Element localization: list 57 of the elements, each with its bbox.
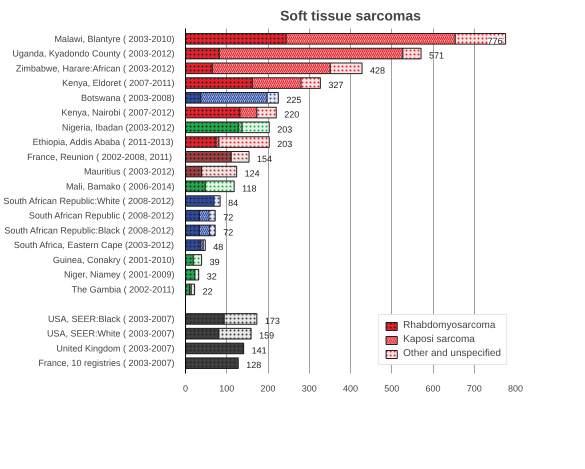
legend-label: Kaposi sarcoma [403, 334, 475, 345]
y-tick-label: South Africa, Eastern Cape (2003-2012) [14, 240, 174, 250]
y-tick-label: Niger, Niamey ( 2001-2009) [64, 270, 175, 280]
y-tick-label: Kenya, Eldoret ( 2007-2011) [62, 78, 175, 88]
y-tick-label: Mali, Bamako ( 2006-2014) [66, 181, 175, 192]
total-label: 159 [259, 330, 274, 341]
total-label: 173 [264, 316, 280, 326]
total-label: 203 [277, 124, 292, 134]
legend-label: Other and unspecified [403, 348, 501, 359]
total-label: 571 [429, 50, 444, 61]
chart-title: Soft tissue sarcomas [280, 8, 422, 24]
total-label: 48 [213, 242, 224, 252]
y-tick-label: USA, SEER:Black ( 2003-2007) [48, 314, 175, 324]
y-tick-label: Mauritius ( 2003-2012) [84, 166, 175, 177]
total-label: 220 [284, 110, 300, 120]
y-tick-label: South African Republic:Black ( 2008-2012) [4, 225, 174, 236]
total-label: 72 [223, 212, 234, 223]
total-label: 118 [242, 183, 257, 194]
total-label: 128 [246, 360, 262, 370]
total-label: 327 [328, 80, 344, 90]
y-tick-label: South African Republic:White ( 2008-2012) [3, 196, 174, 206]
x-tick-label: 600 [425, 384, 441, 394]
x-tick-label: 0 [182, 384, 188, 394]
y-tick-label: Malawi, Blantyre ( 2003-2010) [54, 34, 175, 44]
x-tick-label: 800 [508, 384, 524, 394]
x-tick-label: 500 [384, 384, 400, 394]
y-tick-label: Botswana ( 2003-2008) [80, 92, 175, 103]
x-tick-label: 100 [219, 384, 234, 394]
y-tick-label: Nigeria, Ibadan (2003-2012) [62, 122, 175, 132]
y-tick-label: France, 10 registries ( 2003-2007) [38, 358, 175, 368]
y-tick-label: Guinea, Conakry ( 2001-2010) [52, 254, 175, 265]
y-tick-label: Uganda, Kyadondo County ( 2003-2012) [12, 48, 175, 59]
total-label: 124 [244, 168, 260, 179]
y-tick-label: The Gambia ( 2002-2011) [72, 284, 175, 294]
x-tick-label: 300 [302, 384, 317, 394]
total-label: 428 [370, 65, 386, 76]
total-label: 39 [210, 256, 220, 267]
y-tick-label: Kenya, Nairobi ( 2007-2012) [61, 108, 175, 118]
total-label: 203 [277, 139, 292, 150]
total-label: 776 [488, 36, 503, 46]
legend-label: Rhabdomyosarcoma [403, 320, 496, 331]
total-label: 225 [286, 94, 302, 105]
total-label: 22 [202, 286, 213, 296]
total-label: 84 [228, 198, 238, 208]
total-label: 32 [206, 272, 217, 282]
total-label: 154 [257, 154, 272, 164]
total-label: 72 [223, 227, 234, 238]
y-tick-label: USA, SEER:White ( 2003-2007) [46, 328, 175, 339]
y-tick-label: South African Republic ( 2008-2012) [28, 210, 174, 221]
x-tick-label: 700 [466, 384, 482, 394]
y-tick-label: France, Reunion ( 2002-2008, 2011) [27, 152, 172, 162]
y-tick-label: United Kingdom ( 2003-2007) [56, 343, 175, 354]
y-tick-label: Ethiopia, Addis Ababa ( 2011-2013) [32, 137, 174, 148]
y-tick-label: Zimbabwe, Harare:African ( 2003-2012) [16, 63, 175, 74]
x-tick-label: 400 [342, 384, 358, 394]
x-tick-label: 200 [260, 384, 276, 394]
total-label: 141 [252, 345, 267, 356]
